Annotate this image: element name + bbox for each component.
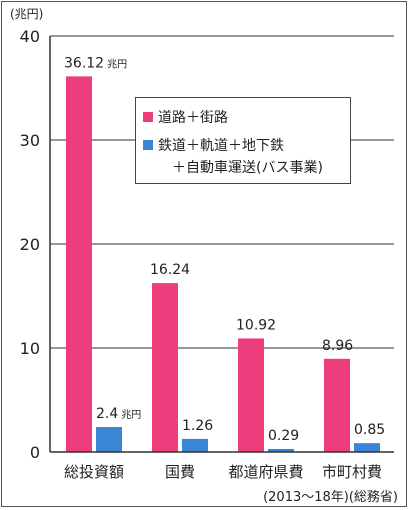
bar-rail-3 bbox=[354, 443, 380, 452]
data-label-road-1: 16.24 bbox=[150, 262, 190, 278]
legend-swatch-road bbox=[143, 112, 153, 122]
data-label-rail-2: 0.29 bbox=[268, 428, 299, 444]
y-tick-label-40: 40 bbox=[20, 27, 40, 46]
data-label-road-0: 36.12 bbox=[64, 55, 104, 71]
x-tick-label-3: 市町村費 bbox=[322, 463, 382, 481]
axes bbox=[49, 36, 394, 453]
y-tick-label-0: 0 bbox=[30, 443, 40, 462]
y-tick-label-30: 30 bbox=[20, 131, 40, 150]
data-label-unit-road-0: 兆円 bbox=[107, 58, 127, 70]
data-label-unit-rail-0: 兆円 bbox=[121, 409, 141, 421]
x-tick-label-2: 都道府県費 bbox=[228, 463, 303, 481]
bar-rail-1 bbox=[182, 438, 208, 452]
bar-road-0 bbox=[66, 76, 92, 453]
legend-item-road: 道路＋街路 bbox=[143, 107, 228, 127]
bars bbox=[66, 76, 380, 453]
data-label-rail-0: 2.4 bbox=[96, 406, 118, 422]
bar-road-2 bbox=[238, 338, 264, 452]
x-tick-label-1: 国費 bbox=[165, 463, 195, 481]
data-label-rail-3: 0.85 bbox=[354, 422, 385, 438]
bar-rail-2 bbox=[268, 448, 294, 452]
bar-road-1 bbox=[152, 283, 178, 452]
legend-label-rail-line1: 鉄道＋軌道＋地下鉄 bbox=[158, 138, 284, 154]
legend-label-road: 道路＋街路 bbox=[158, 110, 228, 126]
y-tick-label-20: 20 bbox=[20, 235, 40, 254]
source-note: (2013～18年)(総務省) bbox=[263, 490, 398, 505]
bar-road-3 bbox=[324, 358, 350, 452]
x-tick-label-0: 総投資額 bbox=[64, 463, 124, 481]
data-label-road-3: 8.96 bbox=[322, 338, 353, 354]
legend: 道路＋街路 鉄道＋軌道＋地下鉄 ＋自動車運送(バス事業) bbox=[135, 97, 351, 184]
data-label-rail-1: 1.26 bbox=[182, 418, 213, 434]
y-unit-label: (兆円) bbox=[10, 7, 43, 21]
legend-label-rail-line2: ＋自動車運送(バス事業) bbox=[172, 160, 323, 176]
legend-swatch-rail bbox=[143, 140, 153, 150]
legend-item-rail: 鉄道＋軌道＋地下鉄 bbox=[143, 135, 284, 155]
y-tick-label-10: 10 bbox=[20, 339, 40, 358]
bar-rail-0 bbox=[96, 427, 122, 452]
data-label-road-2: 10.92 bbox=[236, 317, 276, 333]
gridlines bbox=[50, 35, 394, 349]
